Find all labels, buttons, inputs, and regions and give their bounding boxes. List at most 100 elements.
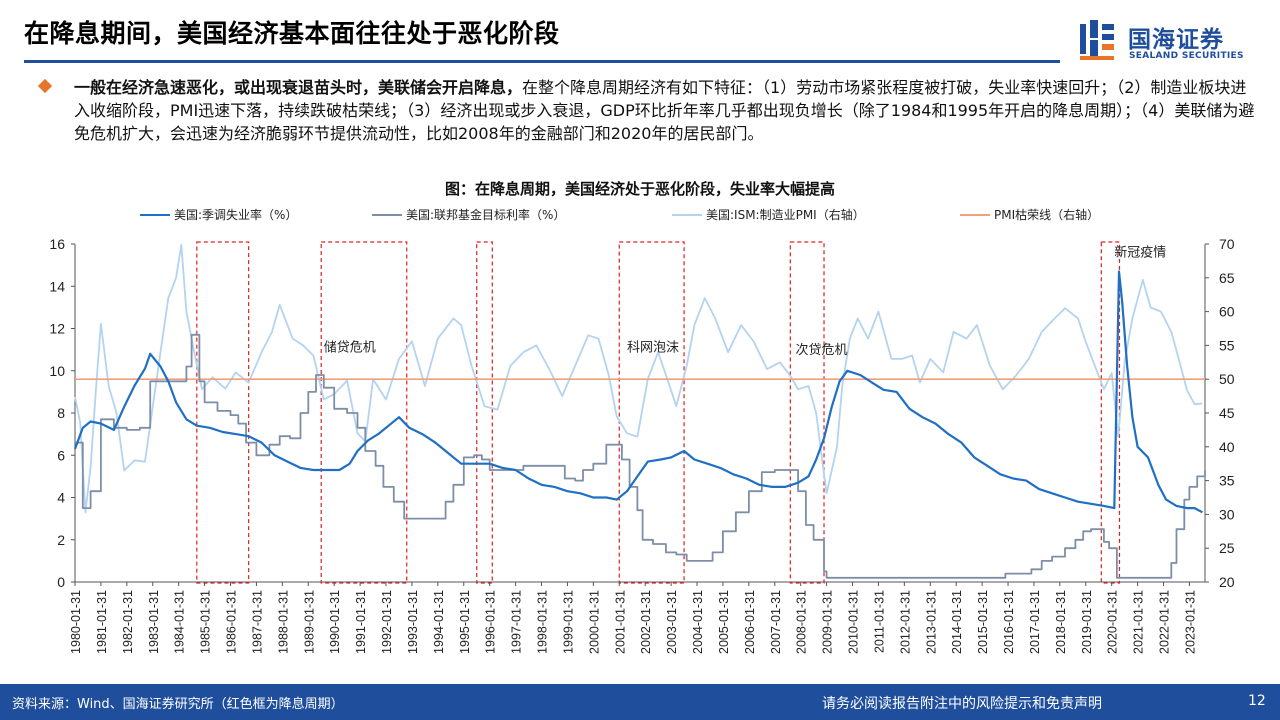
y-right-tick-label: 60 xyxy=(1219,304,1235,320)
x-tick-label: 2017-01-31 xyxy=(1028,590,1042,654)
x-tick-label: 1986-01-31 xyxy=(225,590,239,654)
x-tick-label: 1995-01-31 xyxy=(458,590,472,654)
x-tick-label: 2010-01-31 xyxy=(847,590,861,654)
x-tick-label: 1980-01-31 xyxy=(69,590,83,654)
tick-labels: 0 2 4 6 8 10 12 14 16 20 25 30 35 40 45 50 55 60 65 70 1980-… xyxy=(49,236,1234,654)
x-tick-label: 2015-01-31 xyxy=(976,590,990,654)
x-tick-label: 2014-01-31 xyxy=(950,590,964,654)
legend-swatch xyxy=(960,214,990,216)
x-tick-label: 1989-01-31 xyxy=(302,590,316,654)
x-tick-label: 1985-01-31 xyxy=(199,590,213,654)
x-tick-label: 2000-01-31 xyxy=(587,590,601,654)
x-tick-label: 1990-01-31 xyxy=(328,590,342,654)
y-right-tick-label: 50 xyxy=(1219,371,1235,387)
series-line-unemp xyxy=(73,270,1203,514)
title-divider xyxy=(24,60,1060,63)
y-left-tick-label: 8 xyxy=(57,405,65,421)
y-right-tick-label: 55 xyxy=(1219,337,1235,353)
rate-cut-period-box xyxy=(618,241,685,584)
crisis-annotation: 次贷危机 xyxy=(796,342,848,358)
rate-cut-period-box xyxy=(476,241,493,584)
axes xyxy=(74,244,1206,583)
y-left-tick-label: 14 xyxy=(49,278,65,294)
y-right-tick-label: 70 xyxy=(1219,236,1235,252)
y-left-tick-label: 2 xyxy=(57,532,65,548)
x-tick-label: 2001-01-31 xyxy=(613,590,627,654)
x-tick-label: 2004-01-31 xyxy=(691,590,705,654)
legend-label: 美国:联邦基金目标利率（%） xyxy=(406,208,566,222)
sealand-logo-icon xyxy=(1080,20,1114,60)
y-left-tick-label: 6 xyxy=(57,447,65,463)
y-right-tick-label: 40 xyxy=(1219,439,1235,455)
legend-label: PMI枯荣线（右轴） xyxy=(994,208,1100,222)
logo-english: SEALAND SECURITIES xyxy=(1129,51,1244,61)
x-tick-label: 2020-01-31 xyxy=(1106,590,1120,654)
figure-title: 图：在降息周期，美国经济处于恶化阶段，失业率大幅提高 xyxy=(444,180,835,198)
x-tick-label: 2006-01-31 xyxy=(743,590,757,654)
y-right-tick-label: 20 xyxy=(1219,574,1235,590)
x-tick-label: 2019-01-31 xyxy=(1080,590,1094,654)
rate-cut-period-box xyxy=(789,241,825,584)
legend-swatch xyxy=(672,214,702,216)
x-tick-label: 2011-01-31 xyxy=(872,590,886,653)
page-number: 12 xyxy=(1248,693,1266,709)
x-tick-label: 1996-01-31 xyxy=(484,590,498,654)
crisis-annotation: 新冠疫情 xyxy=(1114,245,1166,261)
x-tick-label: 2005-01-31 xyxy=(717,590,731,654)
summary-bold: 一般在经济急速恶化，或出现衰退苗头时，美联储会开启降息， xyxy=(74,78,523,97)
diamond-bullet-icon xyxy=(37,78,53,94)
y-right-tick-label: 65 xyxy=(1219,270,1235,286)
rate-cut-period-box xyxy=(320,241,408,584)
summary-text: 在整个降息周期经济有如下特征：（1）劳动市场紧张程度被打破，失业率快速回升；（2… xyxy=(74,78,1255,143)
brand-logo: 国海证券 SEALAND SECURITIES xyxy=(1072,16,1262,68)
unemployment-rate-chart: 储贷危机 科网泡沫 次贷危机 新冠疫情 0 2 4 6 8 10 12 14 16 20 25 30 35 40… xyxy=(49,236,1234,654)
x-tick-label: 2016-01-31 xyxy=(1002,590,1016,654)
y-right-tick-label: 45 xyxy=(1219,405,1235,421)
legend-swatch xyxy=(140,214,170,216)
legend-label: 美国:ISM:制造业PMI（右轴） xyxy=(706,208,865,222)
x-tick-label: 1991-01-31 xyxy=(354,590,368,654)
page-title: 在降息期间，美国经济基本面往往处于恶化阶段 xyxy=(24,19,560,48)
y-right-tick-label: 35 xyxy=(1219,473,1235,489)
rate-cut-period-box xyxy=(1100,241,1121,584)
x-tick-label: 1981-01-31 xyxy=(95,590,109,654)
x-tick-label: 2023-01-31 xyxy=(1183,590,1197,654)
x-tick-label: 2002-01-31 xyxy=(639,590,653,654)
legend-swatch xyxy=(372,214,402,216)
crisis-annotation: 储贷危机 xyxy=(324,341,376,356)
x-tick-label: 2021-01-31 xyxy=(1132,590,1146,654)
rate-cut-boxes xyxy=(196,241,1121,584)
x-tick-label: 1999-01-31 xyxy=(561,590,575,654)
y-right-tick-label: 30 xyxy=(1219,506,1235,522)
x-tick-label: 1998-01-31 xyxy=(536,590,550,654)
x-tick-label: 2012-01-31 xyxy=(898,590,912,654)
x-tick-label: 1994-01-31 xyxy=(432,590,446,654)
x-tick-label: 2007-01-31 xyxy=(769,590,783,654)
x-tick-label: 1988-01-31 xyxy=(276,590,290,654)
x-tick-label: 2009-01-31 xyxy=(821,590,835,654)
x-tick-label: 2018-01-31 xyxy=(1054,590,1068,654)
disclaimer-link[interactable]: 请务必阅读报告附注中的风险提示和免责声明 xyxy=(822,696,1102,712)
y-left-tick-label: 4 xyxy=(57,490,65,506)
logo-chinese: 国海证券 xyxy=(1128,27,1224,53)
y-left-tick-label: 10 xyxy=(49,363,65,379)
x-tick-label: 1982-01-31 xyxy=(121,590,135,654)
y-left-tick-label: 0 xyxy=(57,574,65,590)
rate-cut-period-box xyxy=(196,241,250,584)
y-left-tick-label: 16 xyxy=(49,236,65,252)
x-tick-label: 2022-01-31 xyxy=(1158,590,1172,654)
x-tick-label: 1987-01-31 xyxy=(250,590,264,654)
x-tick-label: 2008-01-31 xyxy=(795,590,809,654)
x-tick-label: 2013-01-31 xyxy=(924,590,938,654)
crisis-annotation: 科网泡沫 xyxy=(627,341,679,356)
footer-bar: 资料来源：Wind、国海证券研究所（红色框为降息周期） 请务必阅读报告附注中的风… xyxy=(0,684,1280,720)
x-tick-label: 2003-01-31 xyxy=(665,590,679,654)
legend-label: 美国:季调失业率（%） xyxy=(174,208,298,222)
x-tick-label: 1993-01-31 xyxy=(406,590,420,654)
summary-paragraph: 一般在经济急速恶化，或出现衰退苗头时，美联储会开启降息，在整个降息周期经济有如下… xyxy=(37,76,1260,145)
x-tick-label: 1984-01-31 xyxy=(173,590,187,654)
y-right-tick-label: 25 xyxy=(1219,540,1235,556)
series-lines xyxy=(73,243,1206,579)
annotations: 储贷危机 科网泡沫 次贷危机 新冠疫情 xyxy=(324,245,1166,358)
x-tick-label: 1983-01-31 xyxy=(147,590,161,654)
